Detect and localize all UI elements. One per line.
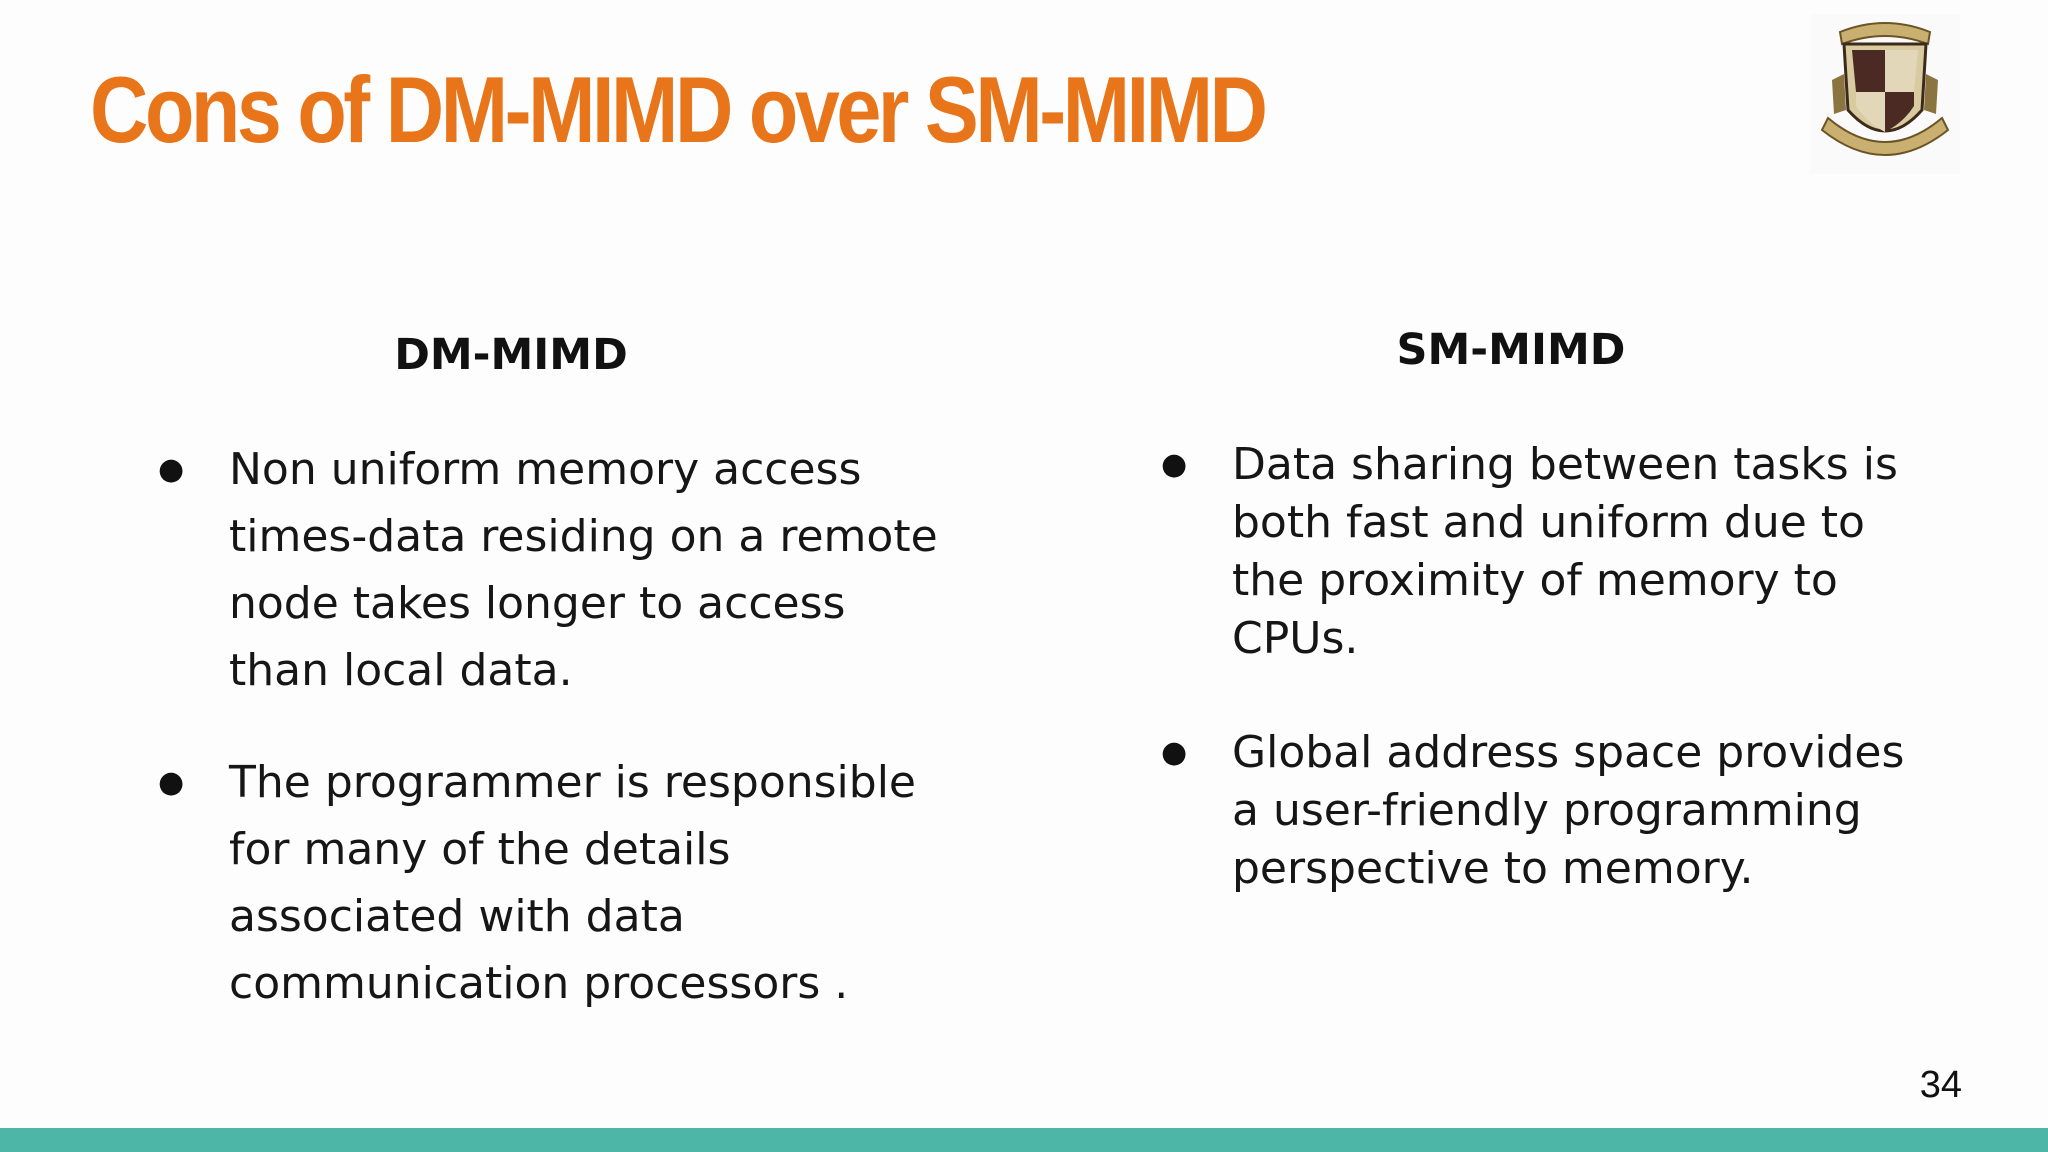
list-item: ● Non uniform memory access times-data r… [152, 436, 952, 704]
bullet-dot-icon: ● [158, 452, 185, 487]
bullet-text: The programmer is responsible for many o… [229, 757, 917, 1009]
page-number: 34 [1919, 1064, 1962, 1106]
list-item: ● The programmer is responsible for many… [152, 749, 952, 1017]
dm-mimd-bullet-list: ● Non uniform memory access times-data r… [152, 436, 952, 1062]
bottom-accent-bar [0, 1128, 2048, 1152]
slide-title: Cons of DM-MIMD over SM-MIMD [90, 57, 1268, 162]
bullet-dot-icon: ● [1161, 735, 1188, 770]
list-item: ● Data sharing between tasks is both fas… [1155, 436, 1935, 668]
bullet-text: Global address space provides a user-fri… [1232, 727, 1905, 894]
bullet-dot-icon: ● [158, 765, 185, 800]
bullet-text: Data sharing between tasks is both fast … [1232, 439, 1898, 664]
sm-mimd-bullet-list: ● Data sharing between tasks is both fas… [1155, 436, 1935, 954]
bullet-dot-icon: ● [1161, 447, 1188, 482]
college-crest-icon [1810, 14, 1960, 174]
bullet-text: Non uniform memory access times-data res… [229, 444, 938, 696]
list-item: ● Global address space provides a user-f… [1155, 724, 1935, 898]
sm-mimd-heading: SM-MIMD [1396, 325, 1626, 375]
dm-mimd-heading: DM-MIMD [394, 330, 628, 380]
